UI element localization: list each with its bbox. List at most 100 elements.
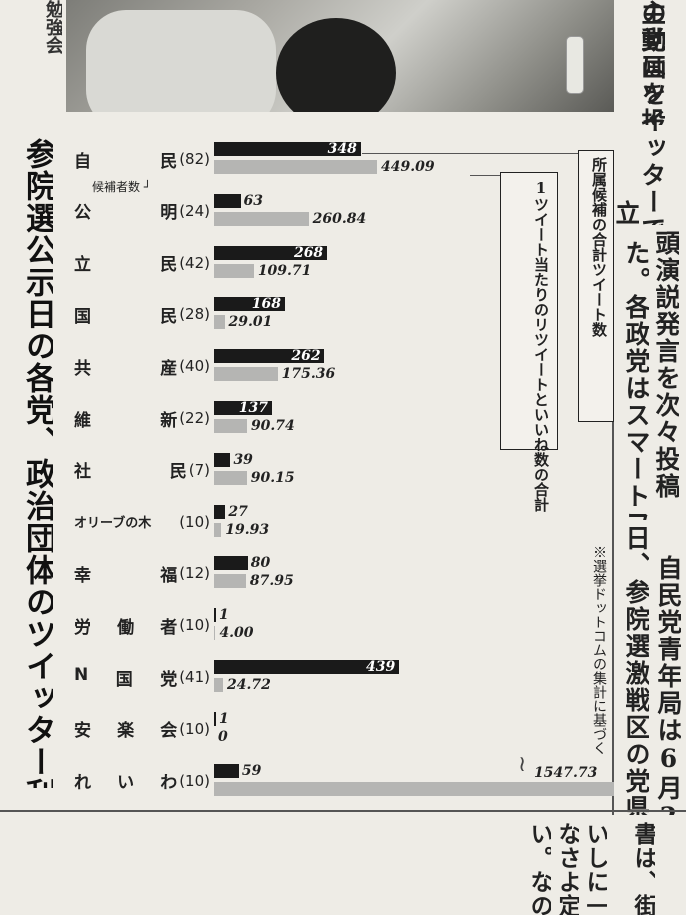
article-bottom-4: 書は、街 xyxy=(632,822,655,915)
data-label-tweets: 80 xyxy=(250,555,271,572)
article-column-6: 日、参院選激戦区の党県連 xyxy=(624,525,649,815)
bar-retweets xyxy=(214,315,225,330)
data-label-tweets: 439 xyxy=(366,659,396,675)
candidate-count: (7) xyxy=(188,460,210,479)
legend-leader-line-2 xyxy=(470,175,500,176)
column-divider xyxy=(0,810,686,812)
article-column-2: 主党はツイッターで、 xyxy=(640,0,665,225)
legend-leader-line-1 xyxy=(362,153,578,154)
category-label: 立民 (42) xyxy=(74,253,210,276)
category-label: 維新 (22) xyxy=(74,409,210,431)
candidate-count: (24) xyxy=(179,201,210,220)
article-bottom-3: い。なのれ信で新日がび〜チク政党ネ年 xyxy=(528,822,551,915)
bar-tweets xyxy=(214,504,226,519)
data-label-tweets: 168 xyxy=(251,296,282,313)
data-label-tweets: 1 xyxy=(219,710,229,727)
article-bottom-2: なさよ定ら送法更示知呼ユ〜者がー一３ xyxy=(556,822,579,915)
candidate-count: (10) xyxy=(179,719,210,738)
article-column-4: 頭演説発言を次々投稿 xyxy=(654,230,679,500)
photo-caption: 勉強会（永田町） xyxy=(0,0,62,64)
data-label-tweets: 63 xyxy=(243,192,264,209)
data-label-retweets: 0 xyxy=(218,728,228,745)
legend-retweets: 1ツイート当たりのリツイートといいね数の合計 xyxy=(500,172,558,512)
column-divider-vertical xyxy=(612,225,614,815)
bar-tweets xyxy=(214,349,325,364)
category-label: 労働者 (10) xyxy=(74,616,210,638)
bar-retweets xyxy=(214,781,614,796)
category-label: 幸福 (12) xyxy=(74,564,210,586)
data-label-retweets: 175.36 xyxy=(281,366,336,383)
bar-retweets xyxy=(214,263,254,278)
bar-retweets xyxy=(214,678,223,692)
category-label: 国民 (28) xyxy=(74,305,210,327)
bar-retweets xyxy=(214,419,247,433)
data-label-tweets: 39 xyxy=(233,451,253,468)
data-label-tweets: 348 xyxy=(327,141,357,157)
data-label-tweets: 1 xyxy=(219,607,229,624)
bar-tweets xyxy=(214,297,285,312)
bar-retweets xyxy=(214,367,278,382)
candidate-count: (10) xyxy=(179,616,210,635)
bar-tweets xyxy=(214,401,272,415)
bar-tweets xyxy=(214,763,239,778)
category-label: 安楽会 (10) xyxy=(74,719,210,742)
category-label: 共産 (40) xyxy=(74,357,210,379)
data-label-retweets: 90.15 xyxy=(250,469,295,486)
candidate-count: (12) xyxy=(179,564,210,583)
photo-person-head xyxy=(276,18,396,112)
candidate-count: (40) xyxy=(179,357,210,376)
candidate-count: (42) xyxy=(179,253,210,272)
data-label-tweets: 262 xyxy=(291,348,321,365)
data-label-tweets: 27 xyxy=(228,503,248,520)
category-label: 社民 (7) xyxy=(74,460,210,483)
candidate-count: (41) xyxy=(179,668,210,686)
bar-tweets xyxy=(214,452,231,467)
data-label-retweets: 24.72 xyxy=(226,677,271,693)
axis-break-mark: ≀ xyxy=(518,752,527,777)
bar-tweets xyxy=(214,193,241,208)
source-note: ※選挙ドットコムの集計に基づく xyxy=(591,545,607,755)
category-label: 公明 (24) xyxy=(74,201,210,224)
article-photo xyxy=(66,0,614,112)
bar-retweets xyxy=(214,160,378,174)
bar-tweets xyxy=(214,556,248,571)
candidate-count: (10) xyxy=(179,771,210,790)
data-label-tweets: 59 xyxy=(241,762,262,779)
data-label-retweets: 1547.73 xyxy=(534,764,598,781)
candidate-count: (28) xyxy=(179,305,210,324)
data-label-retweets: 449.09 xyxy=(381,159,435,175)
category-label: れいわ (10) xyxy=(74,771,210,794)
article-column-3: 立 xyxy=(614,200,639,227)
data-label-retweets: 90.74 xyxy=(250,418,295,434)
candidate-count-label: 候補者数 ┘ xyxy=(92,180,152,194)
bar-retweets xyxy=(214,211,309,226)
data-label-retweets: 19.93 xyxy=(225,521,270,538)
photo-person-shirt xyxy=(86,10,276,112)
bar-tweets xyxy=(214,608,216,623)
chart-title: 参院選公示日の各党、政治団体のツイッター利用状況 xyxy=(22,138,53,788)
data-label-retweets: 87.95 xyxy=(249,573,294,590)
bar-tweets xyxy=(214,660,400,674)
article-column-7: 自民党青年局は6月2 xyxy=(656,555,681,815)
category-label: オリーブの木 (10) xyxy=(74,512,210,532)
article-column-5: た。各政党はスマートフォ xyxy=(624,240,649,520)
data-label-retweets: 29.01 xyxy=(228,314,273,331)
data-label-retweets: 4.00 xyxy=(219,625,254,642)
candidate-count: (10) xyxy=(179,512,210,531)
photo-bottle xyxy=(566,36,584,94)
candidate-count: (22) xyxy=(179,409,210,427)
data-label-tweets: 137 xyxy=(238,400,268,416)
legend-tweets: 所属候補の合計ツイート数 xyxy=(578,150,614,422)
legend-retweets-label: 1ツイート当たりのリツイートといいね数の合計 xyxy=(532,179,550,512)
bar-retweets xyxy=(214,470,247,485)
bar-retweets xyxy=(214,574,246,589)
bar-retweets xyxy=(214,522,222,537)
bar-tweets xyxy=(214,711,216,726)
category-label: N 国党 (41) xyxy=(74,664,210,690)
bar-tweets xyxy=(214,245,327,260)
data-label-retweets: 260.84 xyxy=(312,210,367,227)
candidate-count: (82) xyxy=(179,150,210,168)
article-bottom-1: いしに一じル行の公告のかス権動タ〇インク xyxy=(584,822,607,915)
bar-retweets xyxy=(214,626,216,641)
bar-tweets xyxy=(214,142,361,156)
